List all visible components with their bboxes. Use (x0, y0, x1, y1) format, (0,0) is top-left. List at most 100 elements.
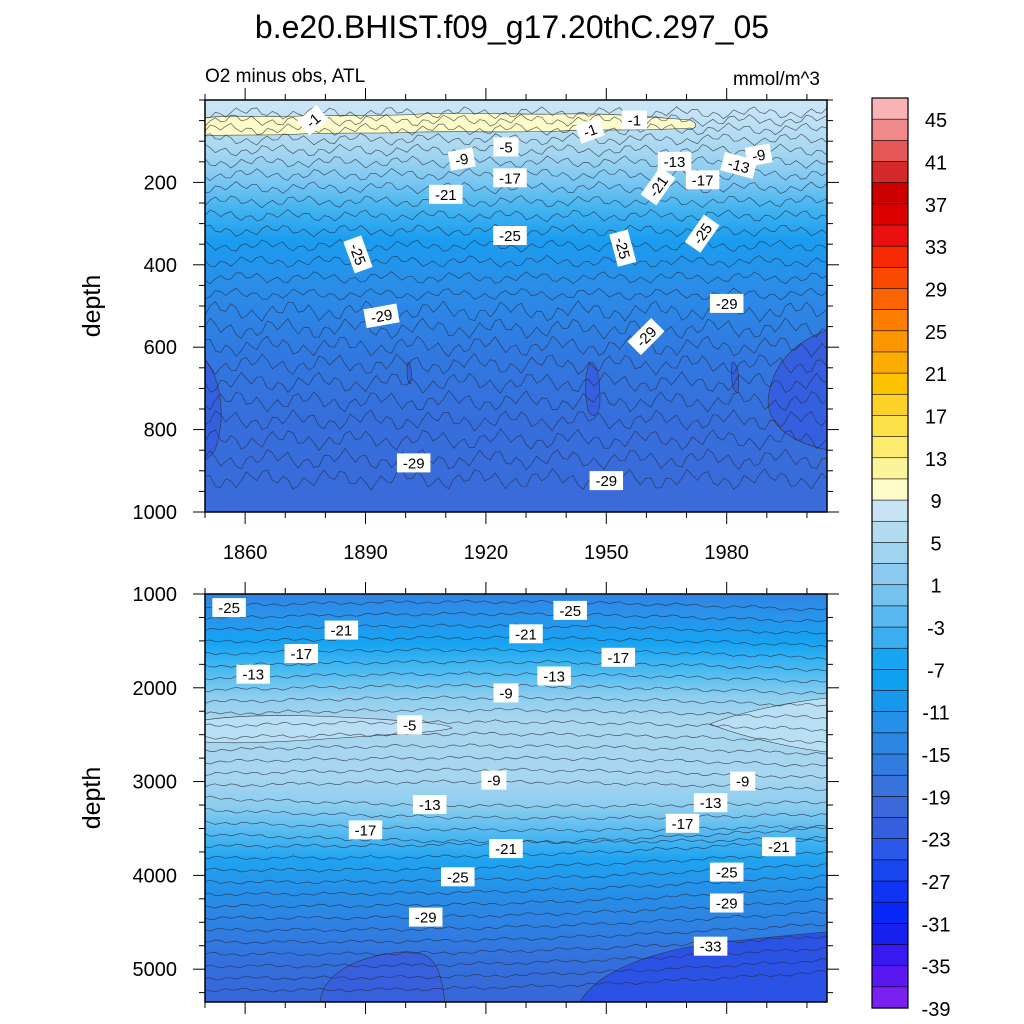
contour-label-text: -21 (515, 626, 537, 643)
contour-label-box (481, 770, 507, 790)
contour-label-text: -25 (611, 236, 633, 261)
contour-label: -17 (665, 813, 700, 833)
contour-label-box (693, 936, 728, 956)
contour-line (205, 317, 827, 340)
contour-label: -29 (396, 453, 431, 473)
colorbar-label: 9 (930, 491, 941, 513)
y-tick-label: 200 (144, 172, 177, 194)
contour-label-box (324, 620, 359, 640)
contour-line (205, 371, 827, 394)
contour-label: -25 (553, 600, 587, 620)
contour-label-text: -9 (499, 685, 512, 702)
colorbar-swatch (871, 161, 909, 184)
contour-label-box (284, 644, 319, 663)
colorbar-label: -35 (922, 957, 951, 979)
contour-line (205, 181, 827, 195)
contour-label-box (493, 137, 519, 157)
y-tick-label: 800 (144, 420, 177, 442)
colorbar-label: -7 (927, 660, 945, 682)
colorbar-label: 33 (925, 237, 947, 259)
contour-label: -21 (489, 839, 523, 859)
contour-label-text: -21 (495, 841, 517, 858)
colorbar-swatch (871, 542, 909, 565)
colorbar-label: 1 (930, 576, 941, 598)
contour-label-text: -25 (559, 603, 581, 620)
colorbar-frame (871, 97, 909, 1009)
contour-label: -17 (284, 644, 319, 663)
colorbar-swatch (871, 563, 909, 586)
contour-line (205, 820, 827, 833)
colorbar-swatch (871, 690, 909, 713)
contour-label: -5 (493, 137, 519, 157)
colorbar-swatch (871, 520, 909, 544)
contour-label: -25 (212, 598, 246, 618)
contour-line (205, 428, 827, 452)
contour-line (205, 779, 827, 792)
contour-label-box (297, 104, 329, 136)
contour-label-text: -13 (664, 154, 686, 171)
y-tick-label: 1000 (133, 584, 178, 606)
contour-label: -9 (447, 147, 476, 171)
contour-line (205, 743, 827, 756)
contour-label-text: -29 (595, 473, 617, 490)
contour-label-text: -29 (403, 455, 425, 472)
y-tick-label: 2000 (133, 678, 178, 700)
contour-label-text: -17 (607, 650, 629, 667)
contour-label-box (685, 170, 720, 190)
contour-label-text: -25 (447, 869, 469, 886)
contour-label: -1 (575, 117, 606, 144)
figure-title: b.e20.BHIST.f09_g17.20thC.297_05 (255, 9, 769, 45)
contour-label-text: -13 (700, 795, 722, 812)
colorbar-label: -11 (922, 703, 949, 725)
contour-line (205, 334, 827, 358)
contour-label: -13 (720, 151, 758, 179)
colorbar-swatch (871, 224, 909, 247)
contour-label-text: -1 (581, 121, 599, 142)
contour-line (205, 106, 827, 120)
contour-line (205, 209, 827, 223)
contour-label-box (684, 214, 720, 253)
top-deep-patch-mid (585, 361, 601, 416)
contour-label-text: -9 (454, 151, 470, 170)
contour-line (205, 271, 827, 285)
x-tick-label: 1890 (343, 542, 388, 564)
colorbar-swatch (871, 478, 909, 501)
colorbar-swatch (871, 182, 909, 205)
contour-label-box (493, 683, 519, 703)
contour-label-text: -17 (499, 170, 521, 187)
contour-line (205, 239, 827, 253)
colorbar-swatch (871, 923, 909, 946)
colorbar-swatch (871, 372, 909, 395)
contour-label: -17 (493, 168, 527, 188)
contour-label: -21 (324, 620, 359, 640)
bottom-field-features (205, 599, 827, 1002)
colorbar-swatch (871, 626, 909, 649)
contour-label-text: -1 (628, 113, 641, 130)
colorbar-swatch (871, 605, 909, 628)
contour-label: -21 (762, 837, 796, 857)
units-label: mmol/m^3 (733, 69, 820, 90)
contour-label-text: -29 (370, 307, 394, 328)
colorbar-label: -31 (922, 914, 951, 936)
contour-label-box (553, 600, 587, 620)
contour-label-text: -9 (736, 774, 749, 791)
colorbar-swatch (871, 753, 909, 776)
colorbar-swatch (871, 288, 909, 311)
colorbar-swatch (871, 436, 909, 459)
contour-label-box (537, 666, 571, 686)
top-deep-patch-small-a (406, 361, 412, 385)
contour-line (205, 390, 827, 413)
colorbar-swatch (871, 669, 909, 692)
contour-label-box (489, 839, 523, 859)
contour-line (205, 659, 827, 672)
x-tick-label: 1950 (584, 542, 629, 564)
contour-label-text: -9 (487, 773, 500, 790)
contour-label-text: -25 (499, 228, 521, 245)
top-axis-ticks: 1860 1890 1920 1950 1980 200 400 600 800 1000 (133, 88, 839, 564)
contour-label-text: -13 (419, 797, 441, 814)
contour-label-box (441, 867, 475, 887)
contour-line (205, 409, 827, 432)
contour-label-box (408, 907, 443, 927)
colorbar-swatch (871, 880, 909, 903)
contour-label-box (493, 226, 527, 245)
